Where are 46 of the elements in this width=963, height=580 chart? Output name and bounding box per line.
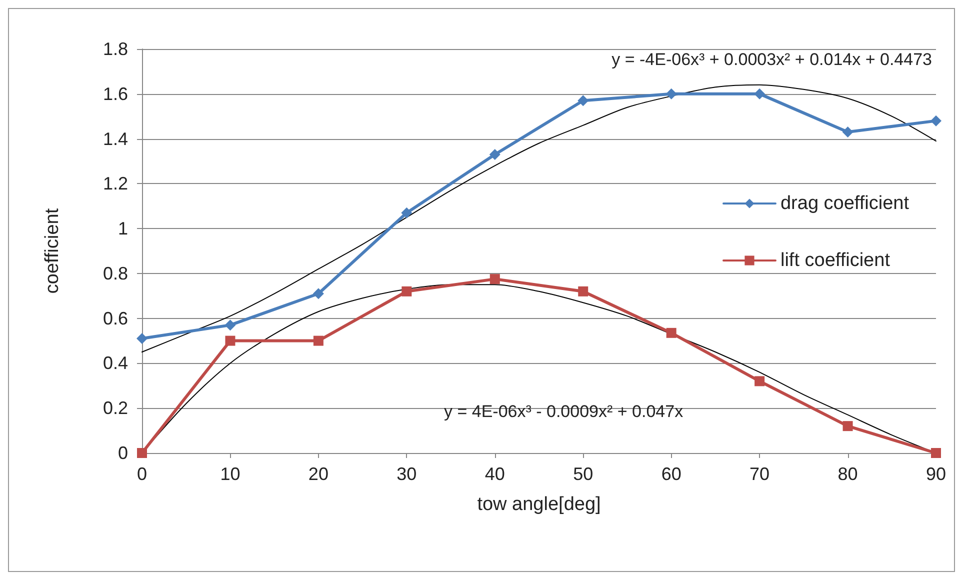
y-tick-label: 1.4 (102, 128, 128, 149)
point (136, 333, 148, 344)
y-tick-label: 1.2 (102, 174, 128, 194)
x-tick-label: 60 (661, 464, 682, 484)
point (401, 207, 412, 218)
x-tick-label: 90 (926, 464, 946, 484)
point (842, 126, 854, 138)
legend-label: lift coefficient (780, 250, 891, 271)
y-tick-label: 1 (118, 218, 128, 239)
x-tick-label: 20 (308, 464, 328, 484)
point (754, 376, 765, 386)
point (754, 88, 766, 100)
x-tick-label: 50 (573, 464, 594, 484)
x-axis-title: tow angle[deg] (477, 494, 601, 515)
point (931, 448, 941, 458)
point (930, 115, 942, 126)
point (312, 288, 324, 300)
point (137, 448, 147, 458)
x-tick-label: 40 (484, 464, 505, 484)
y-tick-label: 1.6 (102, 84, 128, 104)
y-tick-label: 0.4 (102, 353, 128, 374)
x-tick-label: 0 (136, 464, 148, 484)
point (666, 328, 676, 338)
point (489, 148, 500, 160)
annotation: y = 4E-06x³ - 0.0009x² + 0.047x (444, 402, 684, 421)
y-tick-label: 1.8 (102, 39, 128, 59)
point (225, 336, 236, 346)
y-axis-title: coefficient (42, 208, 63, 294)
x-tick-label: 70 (750, 464, 770, 484)
legend-label: drag coefficient (780, 193, 910, 214)
point (842, 421, 853, 432)
y-tick-label: 0.6 (102, 308, 128, 328)
point (666, 88, 677, 100)
point (578, 286, 588, 296)
point (224, 320, 236, 331)
x-tick-label: 80 (838, 464, 858, 484)
point (313, 336, 324, 346)
x-tick-label: 30 (396, 464, 417, 484)
point (578, 95, 589, 106)
y-tick-label: 0 (118, 443, 128, 463)
y-tick-label: 0.8 (102, 263, 128, 284)
x-tick-label: 10 (220, 464, 240, 484)
point (402, 286, 412, 296)
annotation: y = -4E-06x³ + 0.0003x² + 0.014x + 0.4473 (612, 50, 932, 69)
point (490, 274, 500, 284)
y-tick-label: 0.2 (102, 398, 128, 418)
